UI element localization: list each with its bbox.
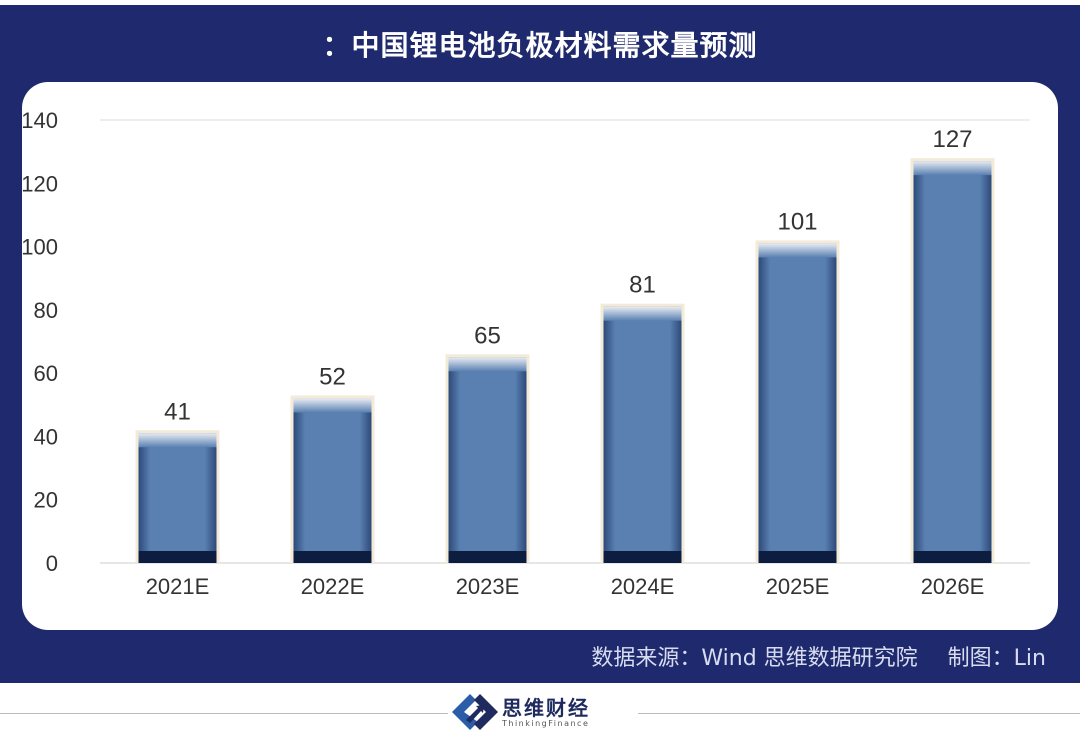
logo-icon [452,694,498,730]
logo: 思维财经 ThinkingFinance [448,688,638,736]
bar [913,161,992,563]
bar-top-highlight [448,357,527,372]
y-tick-label: 0 [46,551,58,576]
source-note: 数据来源：Wind 思维数据研究院 制图：Lin [561,640,1046,672]
plot-panel: 0 20 40 60 80 100 120 140 41 2021E 52 2022E 65 2023E 8… [22,82,1058,630]
x-tick-label: 2023E [456,574,520,599]
chart-title: ：中国锂电池负极材料需求量预测 [322,29,758,62]
y-tick-label: 80 [34,298,58,323]
logo-sub: ThinkingFinance [502,718,590,728]
bar-base [758,551,837,563]
x-tick-label: 2026E [921,574,985,599]
bar [138,433,217,563]
data-label: 52 [319,363,346,390]
y-tick-label: 60 [34,361,58,386]
bar-chart: 0 20 40 60 80 100 120 140 41 2021E 52 2022E 65 2023E 8… [22,108,1030,599]
bar [758,243,837,563]
data-label: 127 [932,126,972,153]
x-tick-label: 2024E [611,574,675,599]
bar [603,306,682,563]
bar-base [293,551,372,563]
data-source: 数据来源：Wind 思维数据研究院 [591,646,918,671]
bar-top-highlight [758,243,837,258]
bar [448,357,527,563]
bar-base [603,551,682,563]
y-tick-label: 40 [34,424,58,449]
data-label: 101 [777,208,817,235]
bar-top-highlight [913,161,992,176]
bar-base [138,551,217,563]
x-tick-label: 2022E [301,574,365,599]
data-label: 65 [474,322,501,349]
x-tick-label: 2021E [146,574,210,599]
data-label: 81 [629,272,656,299]
bar-top-highlight [603,306,682,321]
made-by: 制图：Lin [947,646,1046,671]
bar-base [448,551,527,563]
bar-top-highlight [138,433,217,448]
y-tick-label: 20 [34,488,58,513]
bar [293,398,372,563]
bar-base [913,551,992,563]
data-label: 41 [164,398,191,425]
bar-top-highlight [293,398,372,413]
x-tick-label: 2025E [766,574,830,599]
logo-name: 思维财经 [502,695,590,720]
y-tick-label: 120 [22,171,58,196]
y-tick-label: 100 [22,235,58,260]
y-tick-label: 140 [22,108,58,133]
